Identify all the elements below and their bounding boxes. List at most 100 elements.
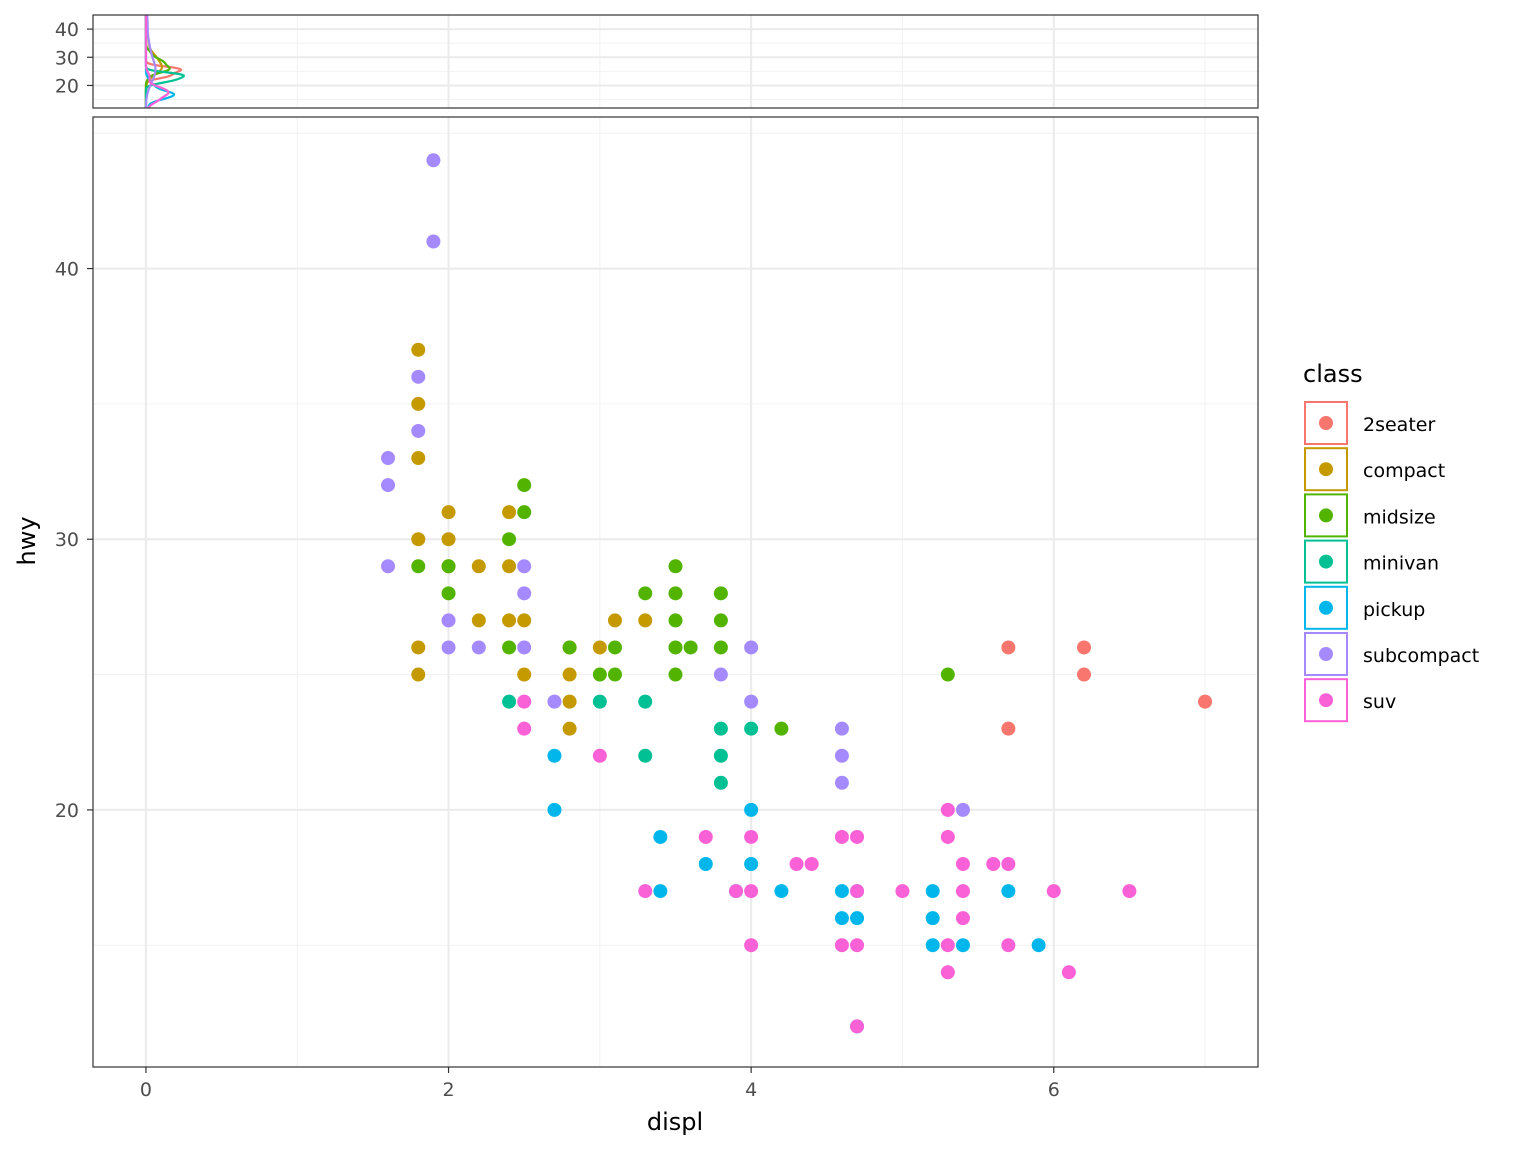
data-point xyxy=(381,559,396,574)
data-point xyxy=(547,802,562,817)
data-point xyxy=(592,694,607,709)
data-point xyxy=(502,559,517,574)
data-point xyxy=(411,396,426,411)
data-point xyxy=(517,613,532,628)
data-point xyxy=(411,423,426,438)
data-point xyxy=(441,505,456,520)
data-point xyxy=(744,884,759,899)
data-point xyxy=(426,234,441,249)
legend-items: 2seater compact midsize minivan pickup subcom… xyxy=(1304,401,1479,723)
data-point xyxy=(562,667,577,682)
data-point xyxy=(850,938,865,953)
data-point xyxy=(1122,884,1137,899)
data-point xyxy=(1001,640,1016,655)
data-point xyxy=(502,613,517,628)
data-point xyxy=(411,640,426,655)
data-point xyxy=(411,451,426,466)
data-point xyxy=(562,694,577,709)
legend-label: subcompact xyxy=(1363,645,1479,667)
data-point xyxy=(607,613,622,628)
data-point xyxy=(789,857,804,872)
scatter-points xyxy=(381,153,1213,1034)
data-point xyxy=(850,911,865,926)
data-point xyxy=(895,884,910,899)
data-point xyxy=(834,884,849,899)
data-point xyxy=(411,667,426,682)
data-point xyxy=(441,532,456,547)
data-point xyxy=(1061,965,1076,980)
data-point xyxy=(638,694,653,709)
data-point xyxy=(1001,884,1016,899)
data-point xyxy=(381,451,396,466)
series-minivan xyxy=(502,694,759,790)
data-point xyxy=(774,884,789,899)
data-point xyxy=(713,748,728,763)
legend-key-point xyxy=(1319,462,1333,477)
legend-key-point xyxy=(1319,416,1333,430)
data-point xyxy=(698,857,713,872)
data-point xyxy=(744,721,759,736)
data-point xyxy=(607,667,622,682)
data-point xyxy=(1001,721,1016,736)
data-point xyxy=(502,640,517,655)
data-point xyxy=(940,829,955,844)
data-point xyxy=(850,829,865,844)
data-point xyxy=(668,559,683,574)
data-point xyxy=(850,884,865,899)
legend-label: suv xyxy=(1363,691,1396,713)
data-point xyxy=(502,532,517,547)
y-tick-label: 40 xyxy=(55,259,79,281)
data-point xyxy=(562,640,577,655)
data-point xyxy=(381,478,396,493)
legend-item-suv: suv xyxy=(1304,678,1396,723)
legend-key-point xyxy=(1319,508,1333,523)
data-point xyxy=(774,721,789,736)
data-point xyxy=(698,829,713,844)
data-point xyxy=(940,802,955,817)
marginal-density-curves xyxy=(144,14,186,109)
data-point xyxy=(1077,640,1092,655)
data-point xyxy=(940,938,955,953)
data-point xyxy=(925,938,940,953)
legend-key-point xyxy=(1319,647,1333,661)
data-point xyxy=(411,369,426,384)
data-point xyxy=(955,884,970,899)
data-point xyxy=(713,640,728,655)
data-point xyxy=(638,613,653,628)
legend-label: compact xyxy=(1363,460,1445,482)
data-point xyxy=(653,829,668,844)
data-point xyxy=(517,694,532,709)
legend-key-point xyxy=(1319,693,1333,708)
data-point xyxy=(1077,667,1092,682)
data-point xyxy=(638,884,653,899)
data-point xyxy=(502,694,517,709)
data-point xyxy=(517,505,532,520)
data-point xyxy=(638,586,653,601)
series-2seater xyxy=(1001,640,1213,736)
x-tick-label: 6 xyxy=(1048,1079,1060,1101)
data-point xyxy=(668,640,683,655)
data-point xyxy=(638,748,653,763)
data-point xyxy=(986,857,1001,872)
x-axis: 0 2 4 6 xyxy=(140,1067,1060,1101)
data-point xyxy=(713,586,728,601)
legend-item-2seater: 2seater xyxy=(1304,401,1435,445)
data-point xyxy=(683,640,698,655)
x-tick-label: 2 xyxy=(443,1079,455,1101)
data-point xyxy=(441,613,456,628)
density-curve-suv xyxy=(144,15,170,109)
data-point xyxy=(940,667,955,682)
data-point xyxy=(517,721,532,736)
data-point xyxy=(955,857,970,872)
data-point xyxy=(1198,694,1213,709)
series-midsize xyxy=(411,478,955,736)
marginal-y-axis: 20 30 40 xyxy=(55,19,93,97)
data-point xyxy=(1001,938,1016,953)
data-point xyxy=(744,694,759,709)
legend-item-minivan: minivan xyxy=(1304,539,1439,584)
legend-title: class xyxy=(1303,360,1363,388)
data-point xyxy=(955,802,970,817)
legend-label: pickup xyxy=(1363,599,1425,621)
data-point xyxy=(834,775,849,790)
